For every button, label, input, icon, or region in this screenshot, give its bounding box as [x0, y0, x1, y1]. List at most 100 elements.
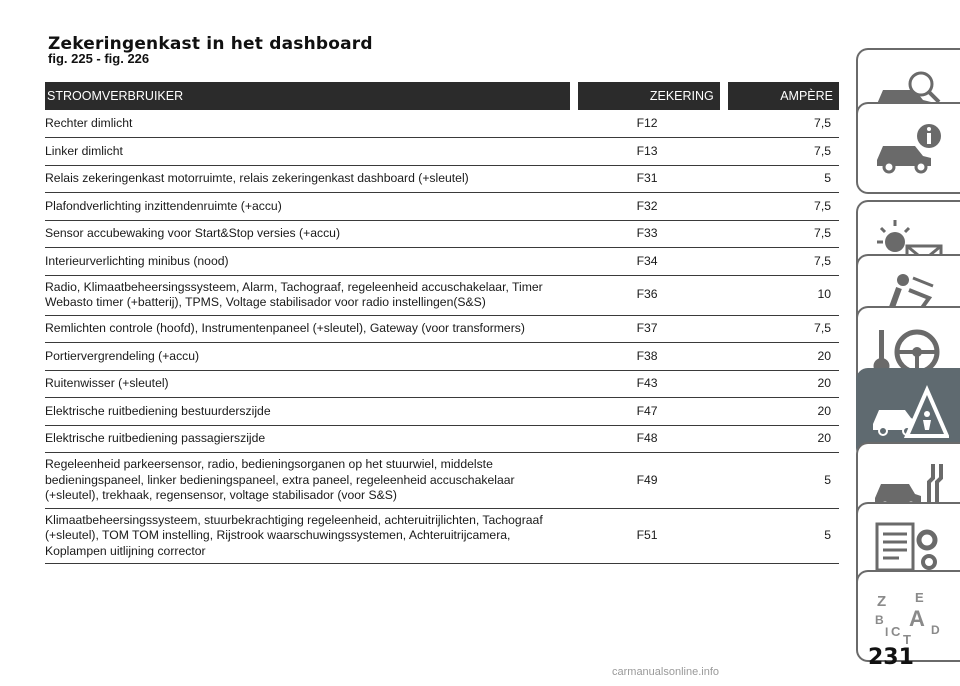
ampere-cell: 7,5 [727, 137, 839, 166]
table-row: Klimaatbeheersingssysteem, stuurbekracht… [45, 508, 839, 564]
consumer-cell: Ruitenwisser (+sleutel) [45, 370, 571, 398]
cell-gap [719, 192, 728, 221]
fuse-cell: F31 [578, 165, 720, 193]
consumer-cell: Elektrische ruitbediening passagierszijd… [45, 425, 571, 453]
table-row: Plafondverlichting inzittendenruimte (+a… [45, 192, 839, 221]
consumer-cell: Remlichten controle (hoofd), Instrumente… [45, 315, 571, 343]
cell-gap [570, 315, 579, 343]
figure-reference: fig. 225 - fig. 226 [48, 51, 150, 66]
cell-gap [719, 165, 728, 193]
tab-alphabetical-index[interactable]: Z E B A C T D I [856, 570, 960, 662]
alphabetical-index-icon: Z E B A C T D I [875, 590, 940, 646]
ampere-cell: 7,5 [727, 247, 839, 276]
index-letter: C [891, 624, 901, 639]
fuse-cell: F32 [578, 192, 720, 221]
consumer-cell: Regeleenheid parkeersensor, radio, bedie… [45, 452, 571, 509]
header-gap [570, 82, 579, 110]
cell-gap [570, 425, 579, 453]
cell-gap [719, 275, 728, 316]
cell-gap [719, 247, 728, 276]
cell-gap [570, 247, 579, 276]
ampere-cell: 20 [727, 370, 839, 398]
table-row: Sensor accubewaking voor Start&Stop vers… [45, 220, 839, 248]
ampere-cell: 5 [727, 165, 839, 193]
fuse-table: STROOMVERBRUIKER ZEKERING AMPÈRE Rechter… [45, 82, 839, 564]
consumer-cell: Plafondverlichting inzittendenruimte (+a… [45, 192, 571, 221]
technical-data-icon [875, 522, 938, 572]
ampere-cell: 20 [727, 397, 839, 426]
cell-gap [570, 110, 579, 138]
tab-car-info[interactable] [856, 102, 960, 194]
column-header-fuse: ZEKERING [578, 82, 720, 110]
table-row: Elektrische ruitbediening passagierszijd… [45, 425, 839, 453]
cell-gap [570, 137, 579, 166]
cell-gap [719, 220, 728, 248]
car-info-icon [877, 124, 941, 174]
consumer-cell: Portiervergrendeling (+accu) [45, 342, 571, 371]
cell-gap [570, 275, 579, 316]
ampere-cell: 5 [727, 508, 839, 564]
cell-gap [719, 370, 728, 398]
ampere-cell: 7,5 [727, 192, 839, 221]
fuse-cell: F48 [578, 425, 720, 453]
cell-gap [570, 342, 579, 371]
header-gap [719, 82, 728, 110]
ampere-cell: 20 [727, 342, 839, 371]
ampere-cell: 7,5 [727, 315, 839, 343]
cell-gap [570, 508, 579, 564]
cell-gap [719, 452, 728, 509]
ampere-cell: 7,5 [727, 220, 839, 248]
cell-gap [719, 315, 728, 343]
car-warning-icon [873, 384, 949, 438]
cell-gap [719, 110, 728, 138]
watermark: carmanualsonline.info [612, 666, 720, 678]
index-letter: A [909, 606, 925, 631]
index-letter: Z [877, 593, 886, 610]
consumer-cell: Elektrische ruitbediening bestuurderszij… [45, 397, 571, 426]
cell-gap [570, 452, 579, 509]
fuse-cell: F47 [578, 397, 720, 426]
column-header-consumer: STROOMVERBRUIKER [45, 82, 571, 110]
section-title: Zekeringenkast in het dashboard [48, 34, 373, 54]
table-row: Rechter dimlicht F12 7,5 [45, 110, 839, 138]
fuse-cell: F13 [578, 137, 720, 166]
fuse-cell: F12 [578, 110, 720, 138]
consumer-cell: Klimaatbeheersingssysteem, stuurbekracht… [45, 508, 571, 564]
fuse-cell: F49 [578, 452, 720, 509]
table-header-row: STROOMVERBRUIKER ZEKERING AMPÈRE [45, 82, 839, 110]
cell-gap [570, 165, 579, 193]
index-letter: E [915, 590, 924, 605]
column-header-ampere: AMPÈRE [727, 82, 839, 110]
cell-gap [570, 220, 579, 248]
fuse-cell: F33 [578, 220, 720, 248]
table-row: Radio, Klimaatbeheersingssysteem, Alarm,… [45, 275, 839, 316]
fuse-cell: F38 [578, 342, 720, 371]
cell-gap [719, 137, 728, 166]
ampere-cell: 20 [727, 425, 839, 453]
fuse-cell: F51 [578, 508, 720, 564]
fuse-cell: F34 [578, 247, 720, 276]
table-row: Ruitenwisser (+sleutel) F43 20 [45, 370, 839, 398]
cell-gap [719, 397, 728, 426]
table-row: Regeleenheid parkeersensor, radio, bedie… [45, 452, 839, 509]
cell-gap [570, 192, 579, 221]
table-row: Elektrische ruitbediening bestuurderszij… [45, 397, 839, 426]
table-row: Interieurverlichting minibus (nood) F34 7,… [45, 247, 839, 276]
table-row: Remlichten controle (hoofd), Instrumente… [45, 315, 839, 343]
consumer-cell: Relais zekeringenkast motorruimte, relai… [45, 165, 571, 193]
cell-gap [570, 370, 579, 398]
ampere-cell: 5 [727, 452, 839, 509]
consumer-cell: Rechter dimlicht [45, 110, 571, 138]
ampere-cell: 10 [727, 275, 839, 316]
cell-gap [719, 342, 728, 371]
index-letter: I [885, 625, 888, 639]
index-letter: T [903, 632, 911, 646]
consumer-cell: Sensor accubewaking voor Start&Stop vers… [45, 220, 571, 248]
consumer-cell: Interieurverlichting minibus (nood) [45, 247, 571, 276]
cell-gap [570, 397, 579, 426]
fuse-cell: F37 [578, 315, 720, 343]
table-row: Portiervergrendeling (+accu) F38 20 [45, 342, 839, 371]
index-letter: D [931, 623, 940, 637]
cell-gap [719, 508, 728, 564]
fuse-cell: F43 [578, 370, 720, 398]
